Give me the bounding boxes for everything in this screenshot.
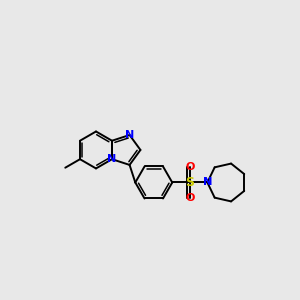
Text: O: O — [185, 193, 194, 202]
Text: N: N — [203, 178, 212, 188]
Text: N: N — [125, 130, 134, 140]
Text: S: S — [185, 176, 194, 189]
Text: N: N — [203, 178, 212, 188]
Text: N: N — [107, 154, 117, 164]
Text: O: O — [185, 162, 194, 172]
